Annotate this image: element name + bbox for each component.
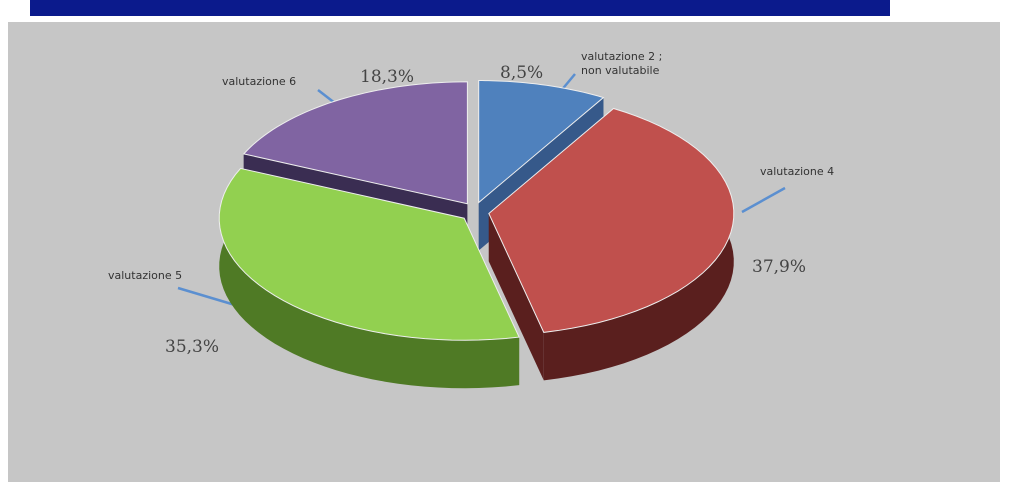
value-label: 35,3%	[165, 337, 219, 357]
title-bar	[30, 0, 890, 16]
slice-side	[219, 168, 520, 389]
value-label: 37,9%	[752, 257, 806, 277]
value-label: 18,3%	[360, 67, 414, 87]
pie-slice	[478, 80, 605, 204]
category-label: valutazione 5	[108, 269, 182, 282]
slice-wall	[488, 213, 544, 381]
pie-slice	[242, 81, 468, 205]
category-label: valutazione 2 ; non valutabile	[581, 50, 662, 77]
category-label: valutazione 4	[760, 165, 834, 178]
category-label: valutazione 6	[222, 75, 296, 88]
pie-slice	[218, 167, 520, 341]
value-label: 8,5%	[500, 63, 543, 83]
pie-slice	[488, 107, 735, 333]
